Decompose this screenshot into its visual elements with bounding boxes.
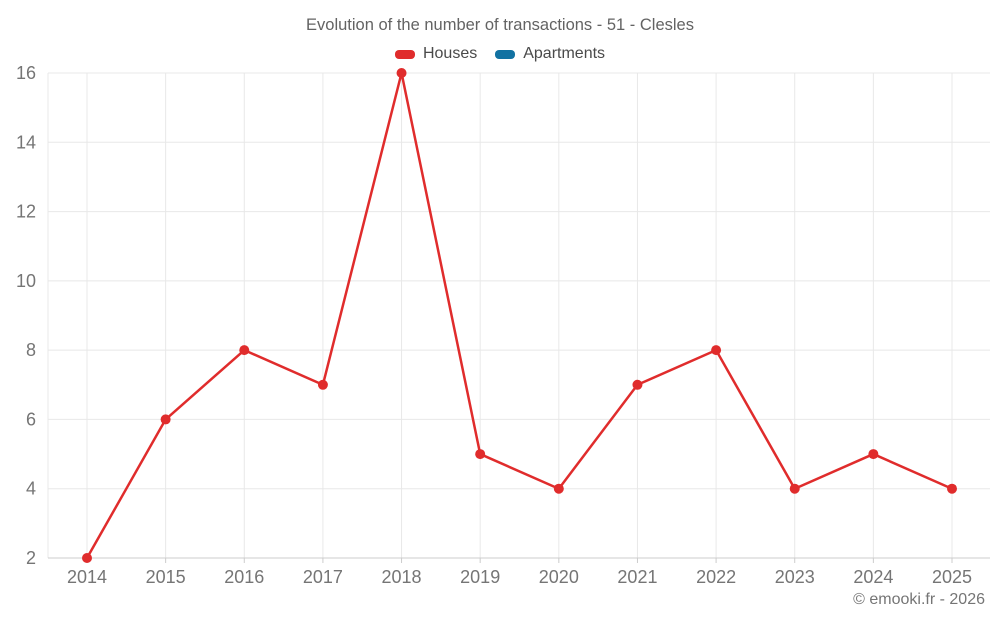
y-tick-label: 12 (16, 202, 36, 222)
houses-data-point-2024[interactable] (868, 449, 879, 460)
houses-data-point-2018[interactable] (396, 68, 407, 78)
houses-data-point-2023[interactable] (789, 483, 800, 494)
y-tick-label: 8 (26, 340, 36, 360)
legend-item-apartments[interactable]: Apartments (495, 45, 605, 63)
houses-data-point-2015[interactable] (160, 414, 171, 425)
houses-legend-swatch-icon (394, 49, 415, 59)
x-tick-label: 2019 (460, 567, 500, 587)
x-tick-label: 2022 (696, 567, 736, 587)
chart-title: Evolution of the number of transactions … (306, 16, 694, 34)
y-tick-label: 10 (16, 271, 36, 291)
houses-data-point-2017[interactable] (317, 379, 328, 390)
apartments-legend-label: Apartments (523, 45, 606, 62)
y-tick-label: 4 (26, 479, 36, 499)
x-tick-label: 2014 (67, 567, 107, 587)
legend-item-houses[interactable]: Houses (394, 45, 478, 63)
y-tick-label: 14 (16, 132, 36, 152)
x-tick-label: 2025 (932, 567, 972, 587)
x-tick-label: 2018 (382, 567, 422, 587)
houses-data-point-2014[interactable] (82, 553, 92, 563)
x-tick-label: 2017 (303, 567, 343, 587)
x-tick-label: 2021 (617, 567, 657, 587)
houses-legend-label: Houses (422, 45, 478, 62)
y-tick-label: 6 (26, 409, 36, 429)
houses-data-point-2022[interactable] (711, 345, 722, 356)
houses-data-point-2021[interactable] (632, 379, 643, 390)
x-tick-label: 2016 (224, 567, 264, 587)
houses-data-point-2020[interactable] (553, 483, 564, 494)
copyright-text: © emooki.fr - 2026 (853, 591, 985, 608)
y-tick-label: 2 (26, 548, 36, 568)
x-tick-label: 2023 (775, 567, 815, 587)
x-tick-label: 2015 (146, 567, 186, 587)
y-tick-label: 16 (16, 63, 36, 83)
houses-data-point-2019[interactable] (475, 449, 486, 460)
chart-legend: Houses Apartments (0, 44, 1000, 64)
x-tick-label: 2024 (853, 567, 893, 587)
houses-data-point-2025[interactable] (947, 483, 957, 494)
houses-line-series (85, 71, 954, 560)
x-tick-label: 2020 (539, 567, 579, 587)
apartments-legend-swatch-icon (495, 49, 516, 59)
houses-data-point-2016[interactable] (239, 345, 250, 356)
